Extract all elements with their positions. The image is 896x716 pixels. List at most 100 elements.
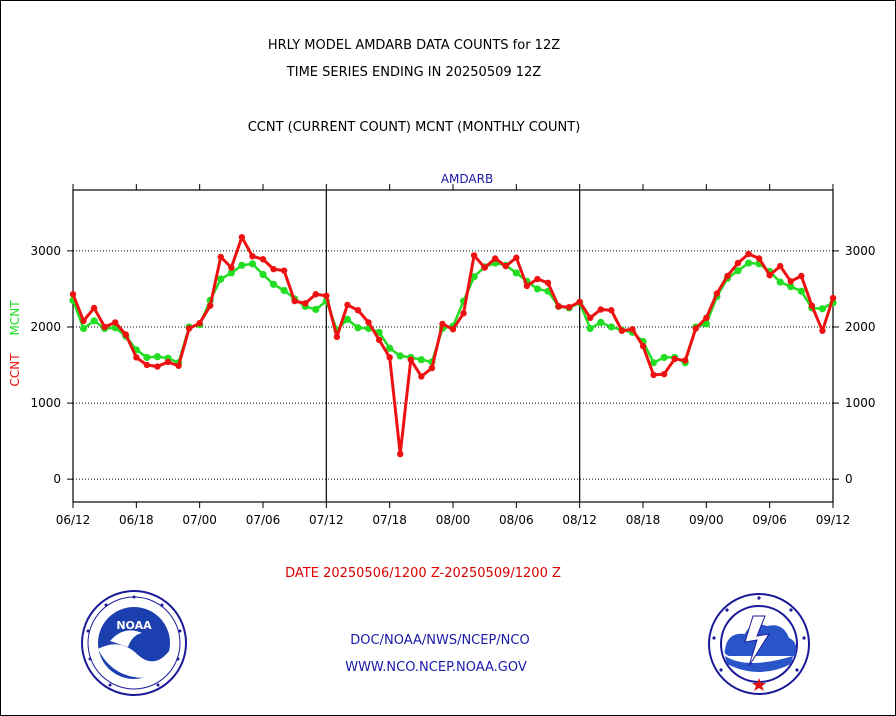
- y-tick-label-left-0: 0: [53, 472, 61, 486]
- data-point-ccnt-13: [207, 302, 214, 309]
- data-point-ccnt-72: [829, 294, 837, 302]
- data-point-mcnt-2: [90, 317, 98, 325]
- x-tick-label-1: 06/18: [119, 513, 154, 527]
- data-point-ccnt-18: [259, 256, 267, 263]
- data-point-ccnt-50: [597, 306, 604, 313]
- plot-area: [72, 189, 834, 503]
- data-point-ccnt-35: [439, 320, 446, 328]
- y-axis-label-mcnt: MCNT: [8, 300, 22, 336]
- y-tick-label-left-2: 2000: [30, 320, 61, 334]
- data-point-ccnt-34: [428, 364, 436, 372]
- data-point-ccnt-23: [312, 291, 319, 298]
- data-point-mcnt-69: [797, 287, 805, 295]
- data-point-mcnt-23: [312, 305, 320, 314]
- data-point-ccnt-57: [671, 355, 678, 363]
- data-point-mcnt-68: [787, 283, 795, 291]
- data-point-mcnt-20: [280, 286, 288, 295]
- data-point-ccnt-5: [122, 331, 129, 338]
- y-tick-label-left-3: 3000: [30, 244, 61, 258]
- data-point-ccnt-22: [302, 300, 309, 307]
- footer-org-text: DOC/NOAA/NWS/NCEP/NCO: [350, 633, 530, 648]
- data-point-ccnt-54: [639, 342, 647, 350]
- data-point-ccnt-30: [386, 354, 393, 361]
- x-tick-label-2: 07/00: [182, 513, 217, 527]
- data-point-ccnt-71: [819, 327, 826, 334]
- x-tick-label-9: 08/18: [626, 513, 661, 527]
- data-point-mcnt-64: [744, 259, 753, 267]
- data-point-ccnt-40: [492, 255, 499, 262]
- data-point-ccnt-36: [449, 326, 457, 333]
- data-point-ccnt-1: [80, 317, 87, 325]
- footer-url-link[interactable]: WWW.NCO.NCEP.NOAA.GOV: [345, 660, 527, 675]
- data-point-ccnt-14: [217, 253, 224, 261]
- data-point-mcnt-42: [512, 269, 520, 277]
- data-point-mcnt-56: [660, 353, 668, 362]
- data-point-mcnt-18: [259, 270, 267, 279]
- data-point-ccnt-28: [365, 319, 372, 326]
- data-point-ccnt-26: [344, 301, 351, 309]
- data-point-ccnt-47: [565, 303, 573, 311]
- series-line-mcnt: [71, 261, 834, 364]
- data-point-ccnt-53: [629, 326, 636, 333]
- data-point-ccnt-33: [418, 373, 425, 380]
- data-point-mcnt-14: [217, 275, 225, 283]
- data-point-ccnt-61: [713, 290, 721, 297]
- date-range-label: DATE 20250506/1200 Z-20250509/1200 Z: [285, 566, 561, 581]
- data-point-ccnt-38: [470, 252, 478, 259]
- data-point-mcnt-19: [269, 280, 278, 288]
- chart-title-line2: TIME SERIES ENDING IN 20250509 12Z: [286, 65, 542, 80]
- data-point-ccnt-55: [650, 371, 657, 379]
- data-point-mcnt-16: [238, 261, 246, 269]
- data-point-ccnt-48: [576, 298, 583, 306]
- data-point-mcnt-55: [649, 359, 658, 367]
- data-point-ccnt-0: [69, 291, 77, 298]
- data-point-mcnt-49: [586, 324, 594, 333]
- data-point-ccnt-6: [133, 354, 140, 361]
- data-point-ccnt-62: [724, 272, 731, 280]
- data-point-ccnt-43: [523, 282, 531, 290]
- data-point-ccnt-2: [90, 304, 98, 312]
- x-tick-label-8: 08/12: [562, 513, 597, 527]
- data-point-ccnt-49: [587, 314, 594, 322]
- data-point-mcnt-15: [227, 269, 235, 277]
- data-point-ccnt-27: [354, 307, 362, 314]
- data-point-mcnt-1: [79, 324, 88, 333]
- data-point-mcnt-33: [417, 356, 425, 364]
- data-point-mcnt-51: [607, 323, 615, 331]
- noaa-logo: NOAA: [81, 590, 187, 696]
- data-point-ccnt-66: [766, 272, 773, 279]
- data-point-ccnt-63: [734, 259, 742, 267]
- data-point-ccnt-7: [143, 361, 151, 369]
- data-point-ccnt-15: [228, 264, 235, 271]
- panel-title: AMDARB: [441, 172, 493, 186]
- data-point-ccnt-19: [270, 265, 277, 273]
- data-point-mcnt-38: [470, 273, 478, 281]
- data-point-mcnt-7: [143, 353, 151, 362]
- data-point-ccnt-4: [112, 319, 119, 326]
- data-point-ccnt-51: [608, 307, 615, 314]
- data-point-mcnt-26: [343, 315, 352, 323]
- x-tick-label-3: 07/06: [246, 513, 281, 527]
- data-point-ccnt-37: [460, 310, 467, 317]
- data-point-mcnt-31: [396, 352, 404, 360]
- data-point-mcnt-44: [533, 285, 542, 293]
- chart-title-line1: HRLY MODEL AMDARB DATA COUNTS for 12Z: [267, 38, 561, 53]
- data-point-mcnt-30: [386, 344, 394, 352]
- y-tick-label-right-1: 1000: [845, 396, 876, 410]
- data-point-ccnt-52: [618, 327, 626, 334]
- data-point-mcnt-63: [734, 267, 742, 275]
- data-point-ccnt-69: [798, 272, 805, 280]
- data-point-ccnt-20: [280, 267, 288, 274]
- data-point-ccnt-31: [397, 450, 404, 458]
- x-tick-label-11: 09/06: [752, 513, 787, 527]
- data-point-ccnt-58: [682, 357, 689, 364]
- x-tick-label-10: 09/00: [689, 513, 724, 527]
- y-tick-label-right-0: 0: [845, 472, 853, 486]
- data-point-ccnt-67: [777, 262, 784, 270]
- y-tick-label-left-1: 1000: [30, 396, 61, 410]
- data-point-ccnt-32: [407, 356, 414, 363]
- data-point-ccnt-39: [481, 264, 488, 271]
- x-tick-label-5: 07/18: [372, 513, 407, 527]
- data-point-mcnt-67: [776, 278, 784, 286]
